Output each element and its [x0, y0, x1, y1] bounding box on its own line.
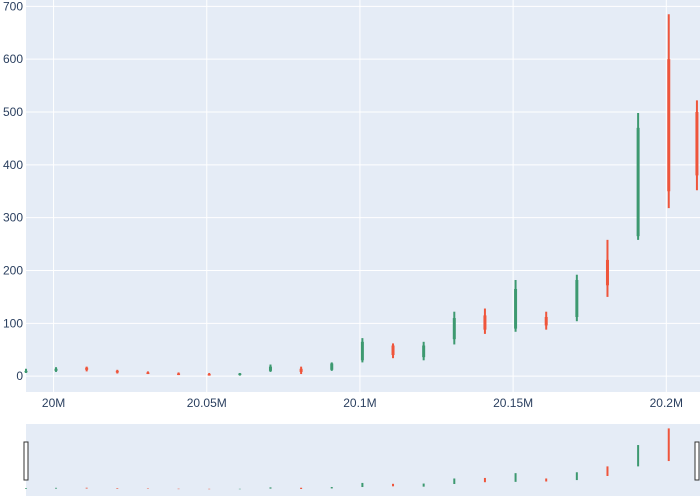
candlestick[interactable]: [605, 239, 609, 297]
candle-body: [330, 363, 334, 370]
y-tick-label: 0: [16, 369, 23, 383]
grid-lines: [26, 0, 700, 392]
x-tick-label: 20.05M: [187, 396, 227, 410]
candle-body: [391, 345, 395, 356]
candle-body: [238, 373, 242, 376]
plot-background: [26, 0, 700, 392]
candlestick[interactable]: [24, 368, 28, 373]
candlestick[interactable]: [544, 311, 548, 330]
candlestick[interactable]: [177, 372, 181, 376]
range-slider[interactable]: [23, 424, 700, 496]
tick-labels: 0 100 200 300 400 500 600 700 20M 20.05M 20.1M 20.1…: [3, 0, 683, 410]
candlestick[interactable]: [514, 280, 518, 332]
candle-body: [85, 367, 89, 370]
x-tick-label: 20.1M: [343, 396, 376, 410]
candlestick[interactable]: [54, 367, 58, 372]
candle-body: [268, 366, 272, 371]
candlestick[interactable]: [575, 274, 579, 322]
candle-body: [483, 315, 487, 330]
x-tick-label: 20.2M: [650, 396, 683, 410]
candlestick[interactable]: [268, 364, 272, 372]
candle-body: [177, 373, 181, 376]
candle-body: [115, 370, 119, 373]
candlestick[interactable]: [483, 308, 487, 334]
candlestick[interactable]: [115, 369, 119, 374]
candlestick[interactable]: [299, 366, 303, 375]
candles-layer: [24, 14, 699, 376]
candlestick[interactable]: [391, 343, 395, 359]
candlestick[interactable]: [422, 341, 426, 361]
x-tick-label: 20M: [42, 396, 65, 410]
candle-body: [667, 59, 671, 192]
candle-body: [636, 127, 640, 237]
range-slider-right-handle[interactable]: [694, 441, 700, 481]
x-tick-label: 20.15M: [493, 396, 533, 410]
candle-body: [695, 112, 699, 176]
candle-body: [575, 280, 579, 317]
candle-body: [360, 341, 364, 361]
candlestick[interactable]: [667, 14, 671, 209]
candle-body: [146, 372, 150, 374]
candle-body: [452, 318, 456, 340]
candlestick[interactable]: [330, 362, 334, 371]
candlestick[interactable]: [207, 372, 211, 376]
y-tick-label: 200: [3, 263, 23, 277]
candlestick[interactable]: [695, 100, 699, 191]
candlestick[interactable]: [452, 311, 456, 345]
candlestick[interactable]: [85, 366, 89, 372]
candle-body: [24, 370, 28, 373]
candlestick[interactable]: [146, 371, 150, 375]
candle-body: [207, 374, 211, 376]
candlestick[interactable]: [238, 372, 242, 376]
y-tick-label: 400: [3, 158, 23, 172]
y-tick-label: 100: [3, 316, 23, 330]
candlestick[interactable]: [360, 338, 364, 363]
candle-body: [544, 316, 548, 326]
candlestick[interactable]: [636, 113, 640, 240]
y-tick-label: 500: [3, 105, 23, 119]
y-tick-label: 300: [3, 211, 23, 225]
candle-body: [605, 259, 609, 286]
candle-body: [299, 368, 303, 372]
candle-body: [54, 368, 58, 371]
y-tick-label: 600: [3, 52, 23, 66]
candle-body: [422, 345, 426, 358]
candle-body: [514, 288, 518, 329]
range-slider-left-handle[interactable]: [23, 441, 29, 481]
y-tick-label: 700: [3, 0, 23, 13]
